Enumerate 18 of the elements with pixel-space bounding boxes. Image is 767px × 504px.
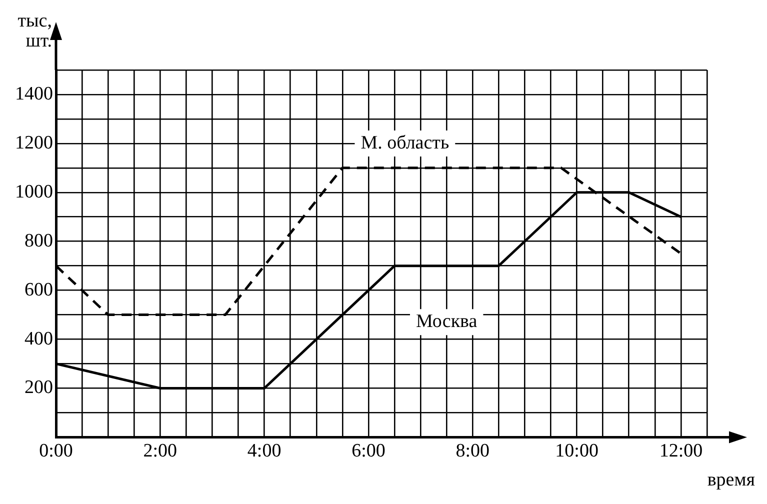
x-tick-label: 4:00: [247, 440, 282, 462]
y-tick-label: 400: [24, 328, 53, 350]
x-tick-label: 0:00: [39, 440, 73, 462]
series-label: М. область: [360, 132, 450, 154]
y-tick-label: 1200: [15, 132, 53, 154]
x-tick-label: 2:00: [143, 440, 178, 462]
x-axis-title: время: [707, 470, 756, 491]
y-tick-label: 800: [24, 230, 53, 252]
y-tick-label: 600: [24, 279, 53, 300]
y-axis-title: тыс, шт.: [18, 10, 52, 52]
y-tick-label: 1400: [15, 83, 53, 104]
y-tick-label: 200: [24, 377, 53, 398]
x-tick-label: 12:00: [659, 440, 703, 462]
text: Москва: [416, 311, 478, 332]
x-tick-label: 10:00: [555, 440, 598, 462]
x-tick-label: 8:00: [456, 440, 490, 462]
y-tick-label: 1000: [15, 181, 53, 202]
x-tick-label: 6:00: [352, 440, 386, 462]
